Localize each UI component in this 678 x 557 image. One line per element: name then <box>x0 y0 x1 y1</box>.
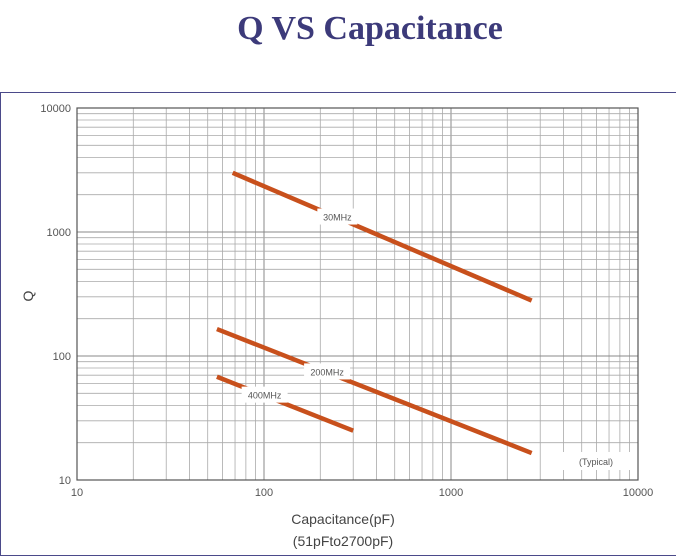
x-tick-labels: 10 100 1000 10000 <box>71 487 653 499</box>
x-tick-label: 100 <box>255 487 273 499</box>
y-axis-label: Q <box>20 290 36 301</box>
series-label-400mhz: 400MHz <box>248 391 282 401</box>
series-label-bg-30mhz <box>317 208 358 225</box>
y-tick-labels: 10 100 1000 10000 <box>40 103 71 487</box>
plot-frame <box>76 107 639 481</box>
page-title: Q VS Capacitance <box>237 10 503 47</box>
series-lines <box>216 170 533 456</box>
series-line-200mhz <box>216 326 533 456</box>
grid-lines <box>77 108 638 480</box>
series-label-30mhz: 30MHz <box>323 213 352 223</box>
x-axis-sublabel: (51pFto2700pF) <box>293 533 393 549</box>
x-axis-label: Capacitance(pF) <box>291 511 395 527</box>
chart-panel <box>0 92 676 556</box>
series-labels: 30MHz 200MHz 400MHz <box>241 208 358 403</box>
y-tick-label: 10000 <box>40 103 71 115</box>
typical-note-text: (Typical) <box>579 457 613 467</box>
x-tick-label: 10 <box>71 487 83 499</box>
y-tick-label: 100 <box>53 351 71 363</box>
y-tick-label: 1000 <box>47 227 71 239</box>
series-label-200mhz: 200MHz <box>310 367 344 377</box>
series-line-400mhz <box>216 374 355 433</box>
series-label-bg-200mhz <box>304 363 351 380</box>
x-tick-label: 1000 <box>439 487 463 499</box>
series-label-bg-400mhz <box>241 386 288 403</box>
x-tick-label: 10000 <box>623 487 654 499</box>
series-line-30mhz <box>231 170 533 303</box>
y-tick-label: 10 <box>59 475 71 487</box>
typical-note: (Typical) <box>563 452 633 470</box>
